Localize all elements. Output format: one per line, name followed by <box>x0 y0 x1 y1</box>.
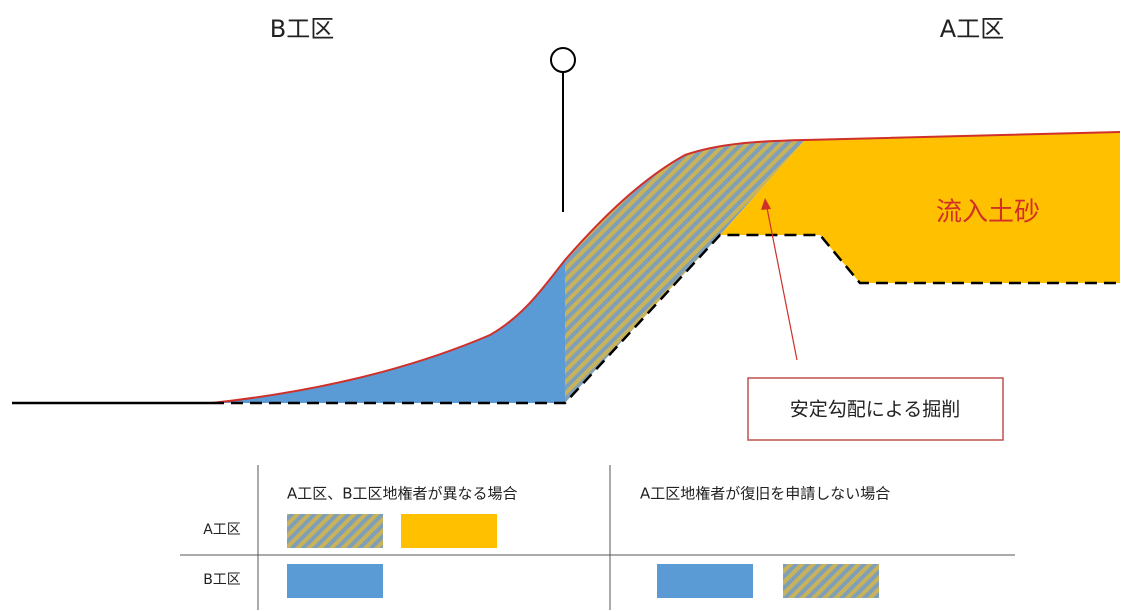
sediment-region <box>720 132 1120 283</box>
surface-line <box>211 131 1121 404</box>
callout-arrow <box>766 207 798 361</box>
sediment-label: 流入土砂 <box>936 198 1040 228</box>
column-header: A工区、B工区地権者が異なる場合 <box>287 485 518 503</box>
blue-region <box>212 260 565 403</box>
zone-label: A工区 <box>940 15 1004 43</box>
row-header: B工区 <box>203 572 241 588</box>
swatch-blue <box>287 564 383 598</box>
arrow-head <box>761 198 771 210</box>
row-header: A工区 <box>203 522 241 538</box>
swatch-blue <box>657 564 753 598</box>
zone-label: B工区 <box>270 15 334 43</box>
boundary-marker <box>550 47 576 73</box>
swatch-hatched <box>783 564 879 598</box>
callout-box <box>747 377 1004 441</box>
column-header: A工区地権者が復旧を申請しない場合 <box>640 485 890 503</box>
swatch-hatched <box>287 514 383 548</box>
excavation-line <box>212 233 1120 405</box>
swatch-orange <box>401 514 497 548</box>
callout-text: 安定勾配による掘削 <box>790 399 960 421</box>
